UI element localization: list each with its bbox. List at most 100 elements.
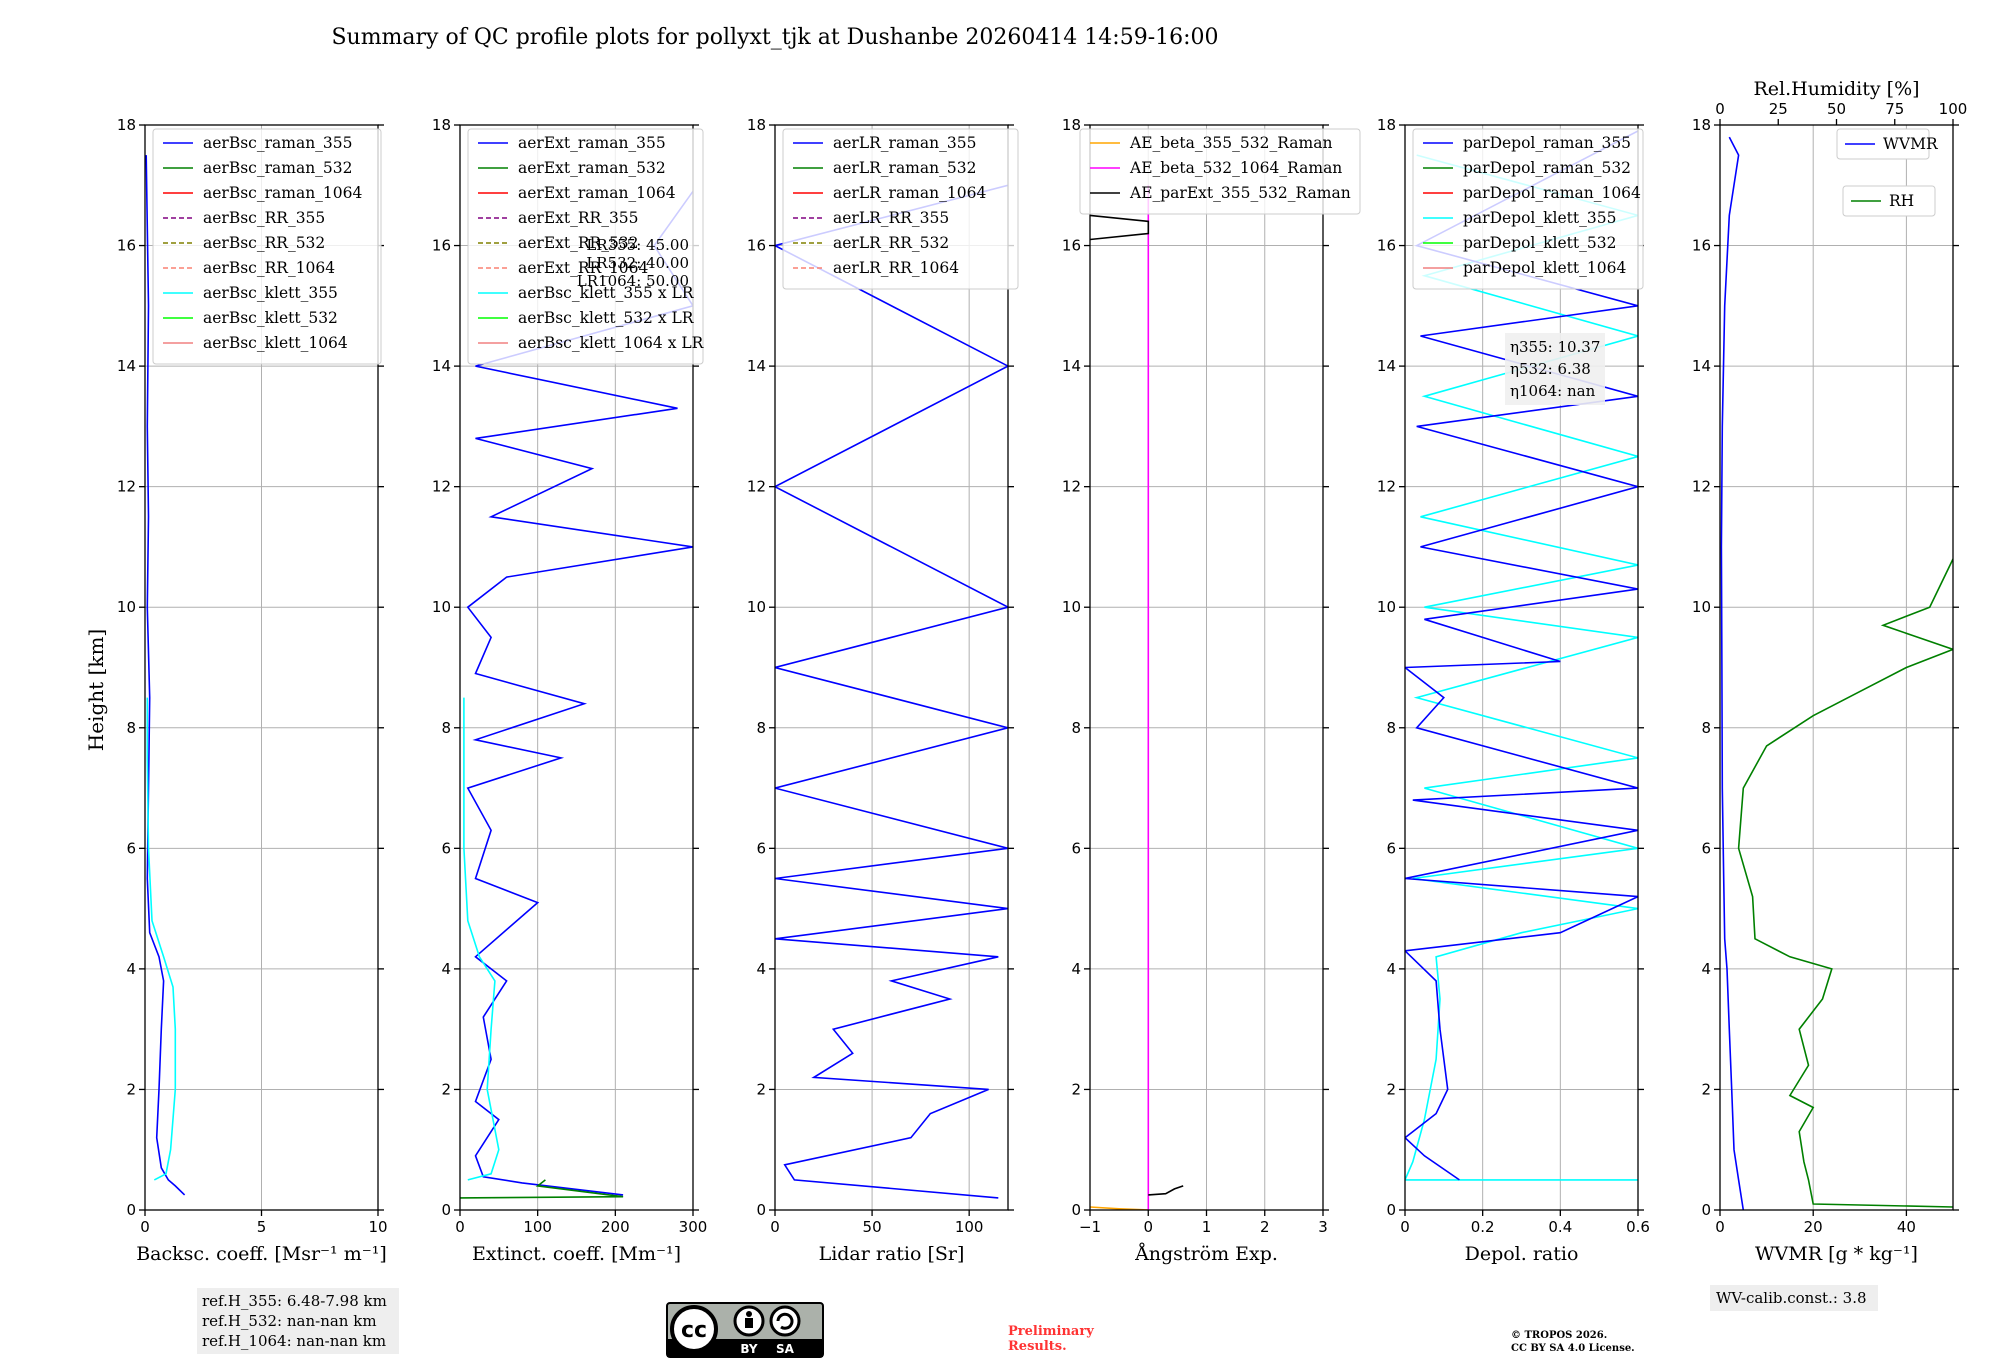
- x2-tick-label: 50: [1827, 100, 1846, 118]
- y-tick-label: 16: [1692, 237, 1711, 255]
- y-tick-label: 8: [126, 719, 136, 737]
- y-tick-label: 18: [1062, 116, 1081, 134]
- y-tick-label: 2: [1701, 1080, 1711, 1098]
- series-line-RH: [1737, 558, 1953, 1208]
- series-group: [1720, 136, 1953, 1210]
- legend-label: aerBsc_klett_1064 x LR: [518, 334, 705, 352]
- series-group: [145, 155, 186, 1196]
- svg-text:cc: cc: [681, 1318, 707, 1343]
- legend-label: aerExt_RR_532: [518, 234, 639, 252]
- x-tick-label: 300: [679, 1218, 708, 1236]
- preliminary-line-1: Preliminary: [1008, 1324, 1094, 1339]
- legend-label: aerExt_raman_1064: [518, 184, 676, 202]
- y-tick-label: 0: [1701, 1201, 1711, 1219]
- y-tick-label: 4: [1386, 960, 1396, 978]
- y-tick-label: 12: [1692, 478, 1711, 496]
- y-tick-label: 0: [126, 1201, 136, 1219]
- svg-text:SA: SA: [776, 1342, 795, 1356]
- x-tick-label: 3: [1318, 1218, 1328, 1236]
- series-group: [1405, 130, 1638, 1181]
- y-tick-label: 12: [117, 478, 136, 496]
- y-tick-label: 8: [1386, 719, 1396, 737]
- x-tick-label: 0: [1400, 1218, 1410, 1236]
- y-tick-label: 10: [1377, 598, 1396, 616]
- license-badge: cc BY SA: [666, 1302, 824, 1358]
- y-tick-label: 14: [1062, 357, 1081, 375]
- y-tick-label: 18: [1692, 116, 1711, 134]
- legend-label: aerExt_RR_355: [518, 209, 639, 227]
- y-tick-label: 6: [1386, 839, 1396, 857]
- y-tick-label: 16: [747, 237, 766, 255]
- y-tick-label: 10: [747, 598, 766, 616]
- y-tick-label: 2: [126, 1080, 136, 1098]
- axes-frame: [1404, 124, 1639, 1211]
- legend-label: aerBsc_klett_1064: [203, 334, 348, 352]
- x-axis-label: Backsc. coeff. [Msr⁻¹ m⁻¹]: [136, 1243, 387, 1265]
- series-line-aerLR_raman_355: [775, 184, 1008, 1199]
- y-tick-label: 18: [117, 116, 136, 134]
- sa-share-icon: [769, 1305, 801, 1337]
- x-tick-label: 2: [1260, 1218, 1270, 1236]
- y-tick-label: 14: [747, 357, 766, 375]
- axes-frame: [774, 124, 1009, 1211]
- cc-icon: [670, 1305, 718, 1353]
- legend-box: [467, 128, 704, 365]
- y-tick-label: 4: [756, 960, 766, 978]
- axes-frame: [1719, 124, 1954, 1211]
- series-line-WVMR: [1720, 136, 1745, 1210]
- y-tick-label: 10: [1692, 598, 1711, 616]
- figure-title: Summary of QC profile plots for pollyxt_…: [331, 25, 1218, 50]
- legend-label: aerLR_RR_1064: [833, 259, 959, 277]
- preliminary-line-2: Results.: [1008, 1339, 1067, 1354]
- legend-label: aerExt_RR_1064: [518, 259, 649, 277]
- legend-label: aerLR_raman_532: [833, 159, 976, 177]
- x2-axis-label: Rel.Humidity [%]: [1753, 78, 1919, 100]
- series-line-parDepol_klett_355: [1405, 154, 1638, 1181]
- calib-box: [1710, 1285, 1878, 1311]
- y-tick-label: 10: [117, 598, 136, 616]
- svg-text:BY: BY: [740, 1342, 757, 1356]
- axes-frame: [459, 124, 694, 1211]
- x2-tick-label: 25: [1769, 100, 1788, 118]
- ref-height-box: [197, 1288, 399, 1354]
- legend-label: AE_beta_532_1064_Raman: [1129, 159, 1342, 177]
- series-line-aerBsc_klett_355: [146, 697, 177, 1181]
- y-tick-label: 0: [441, 1201, 451, 1219]
- series-line-aerBsc_raman_355: [145, 155, 186, 1196]
- y-tick-label: 8: [1701, 719, 1711, 737]
- x-tick-label: 40: [1897, 1218, 1916, 1236]
- series-line-aerBsc_klett_355 x LR: [463, 697, 500, 1181]
- y-tick-label: 16: [1377, 237, 1396, 255]
- series-line-aerExt_raman_355: [466, 190, 693, 1196]
- eta-line: η355: 10.37: [1510, 338, 1600, 356]
- x2-tick-label: 100: [1939, 100, 1968, 118]
- x-axis-label: Ångström Exp.: [1134, 1243, 1278, 1265]
- x-tick-label: 0: [1143, 1218, 1153, 1236]
- x-tick-label: 0.2: [1471, 1218, 1495, 1236]
- y-tick-label: 12: [432, 478, 451, 496]
- x2-tick-label: 0: [1715, 100, 1725, 118]
- y-tick-label: 0: [756, 1201, 766, 1219]
- eta-box: [1505, 333, 1605, 405]
- legend-label: aerBsc_raman_532: [203, 159, 353, 177]
- x-tick-label: 0.4: [1548, 1218, 1572, 1236]
- x-tick-label: −1: [1079, 1218, 1101, 1236]
- legend-label: aerBsc_RR_1064: [203, 259, 335, 277]
- x-tick-label: 1: [1202, 1218, 1212, 1236]
- y-tick-label: 6: [756, 839, 766, 857]
- copyright-line-2: CC BY SA 4.0 License.: [1511, 1343, 1635, 1354]
- legend-label: parDepol_raman_1064: [1463, 184, 1641, 202]
- legend-label: aerBsc_klett_532: [203, 309, 338, 327]
- y-tick-label: 4: [126, 960, 136, 978]
- y-tick-label: 12: [747, 478, 766, 496]
- series-group: [775, 184, 1008, 1199]
- y-tick-label: 8: [441, 719, 451, 737]
- legend-label: aerBsc_raman_1064: [203, 184, 363, 202]
- legend-label: aerBsc_RR_355: [203, 209, 325, 227]
- panel-ext: 0 2 4 6 8 10 12 14 16 18 0 100 200 300 Extinct. coeff.…: [432, 116, 707, 1265]
- legend-label: WVMR: [1883, 135, 1939, 153]
- y-tick-label: 6: [126, 839, 136, 857]
